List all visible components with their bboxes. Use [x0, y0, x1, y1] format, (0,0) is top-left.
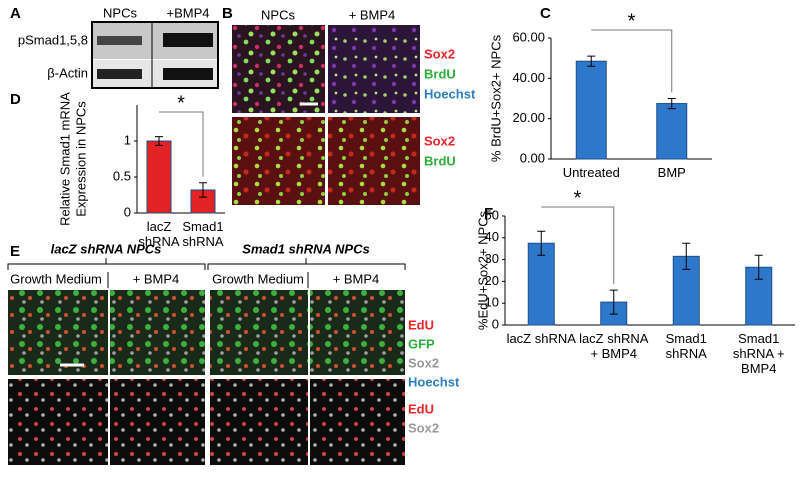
micrograph: [210, 290, 308, 375]
panel-label: A: [10, 5, 21, 22]
panel-label: B: [222, 5, 233, 22]
error-bar: [199, 182, 207, 198]
stain-label: Sox2: [408, 355, 439, 370]
panel-label: C: [540, 5, 551, 22]
row-label: pSmad1,5,8: [18, 32, 88, 47]
stain-label: BrdU: [424, 66, 456, 81]
micrograph: [232, 25, 325, 113]
micrograph: [328, 25, 420, 113]
bar: [527, 242, 555, 326]
micrograph: [8, 290, 108, 375]
column-label: NPCs: [261, 7, 295, 22]
stain-label: Sox2: [424, 46, 455, 61]
stain-label: BrdU: [424, 153, 456, 168]
y-tick-label: 20: [485, 273, 499, 288]
y-tick-label: 20.00: [512, 110, 545, 125]
stain-label: EdU: [408, 317, 434, 332]
error-bar: [754, 254, 763, 280]
panel-label: E: [10, 243, 20, 260]
condition-label: Growth Medium: [212, 271, 304, 286]
y-axis-label: Expression in NPCs: [73, 101, 88, 217]
stain-label: EdU: [408, 401, 434, 416]
column-label: +BMP4: [167, 5, 210, 20]
error-bar: [155, 136, 163, 146]
significance-bracket: [541, 206, 615, 285]
micrograph: [110, 290, 205, 375]
micrograph: [8, 379, 108, 465]
stain-label: Sox2: [408, 420, 439, 435]
y-tick-label: 0.00: [520, 150, 545, 165]
x-tick-label: Smad1 shRNA: [665, 331, 707, 361]
bracket: [207, 258, 406, 270]
bar: [575, 60, 607, 160]
y-axis-label: Relative Smad1 mRNA: [57, 92, 72, 226]
row-label: β-Actin: [47, 65, 88, 80]
micrograph: [232, 117, 325, 205]
micrograph: [328, 117, 420, 205]
column-label: NPCs: [103, 5, 137, 20]
error-bar: [682, 242, 691, 270]
stain-label: Hoechst: [424, 86, 476, 101]
y-tick-label: 0: [492, 316, 499, 331]
stain-label: GFP: [408, 336, 435, 351]
y-tick-label: 40.00: [512, 70, 545, 85]
x-tick-label: BMP: [657, 165, 686, 180]
bar: [146, 140, 172, 214]
x-tick-label: Smad1 shRNA + BMP4: [732, 331, 785, 376]
band: [97, 69, 142, 79]
group-title: lacZ shRNA NPCs: [51, 241, 162, 256]
error-bar: [667, 98, 676, 110]
x-tick-label: lacZ shRNA: [138, 219, 180, 249]
significance-bracket: [159, 111, 204, 177]
y-tick-label: 0.5: [113, 168, 131, 183]
band: [163, 68, 213, 80]
significance-label: *: [628, 10, 636, 32]
stain-label: Hoechst: [408, 374, 460, 389]
y-tick-label: 40: [485, 229, 499, 244]
micrograph: [310, 379, 405, 465]
x-tick-label: lacZ shRNA: [506, 331, 576, 346]
bracket: [7, 258, 206, 270]
bar: [656, 103, 688, 160]
error-bar: [609, 289, 618, 315]
significance-label: *: [177, 92, 185, 114]
y-tick-label: 60.00: [512, 29, 545, 44]
band: [97, 36, 142, 45]
panel-label: D: [10, 91, 21, 108]
condition-label: Growth Medium: [10, 271, 102, 286]
x-tick-label: lacZ shRNA + BMP4: [579, 331, 649, 361]
column-label: + BMP4: [349, 7, 396, 22]
panel-label: F: [484, 205, 493, 222]
y-axis-label: %EdU+Sox2+ NPCs: [475, 210, 490, 330]
error-bar: [587, 55, 596, 67]
significance-bracket: [591, 29, 673, 93]
y-axis-label: % BrdU+Sox2+ NPCs: [488, 34, 503, 162]
condition-label: + BMP4: [133, 271, 180, 286]
significance-label: *: [574, 187, 582, 209]
micrograph: [310, 290, 405, 375]
y-tick-label: 0: [124, 204, 131, 219]
error-bar: [537, 230, 546, 256]
micrograph: [210, 379, 308, 465]
y-tick-label: 50: [485, 207, 499, 222]
y-tick-label: 30: [485, 251, 499, 266]
group-title: Smad1 shRNA NPCs: [242, 241, 369, 256]
x-tick-label: Untreated: [562, 165, 620, 180]
micrograph: [110, 379, 205, 465]
band: [163, 33, 213, 47]
condition-label: + BMP4: [333, 271, 380, 286]
y-tick-label: 1: [124, 132, 131, 147]
y-tick-label: 10: [485, 295, 499, 310]
x-tick-label: Smad1 shRNA: [182, 219, 224, 249]
stain-label: Sox2: [424, 133, 455, 148]
